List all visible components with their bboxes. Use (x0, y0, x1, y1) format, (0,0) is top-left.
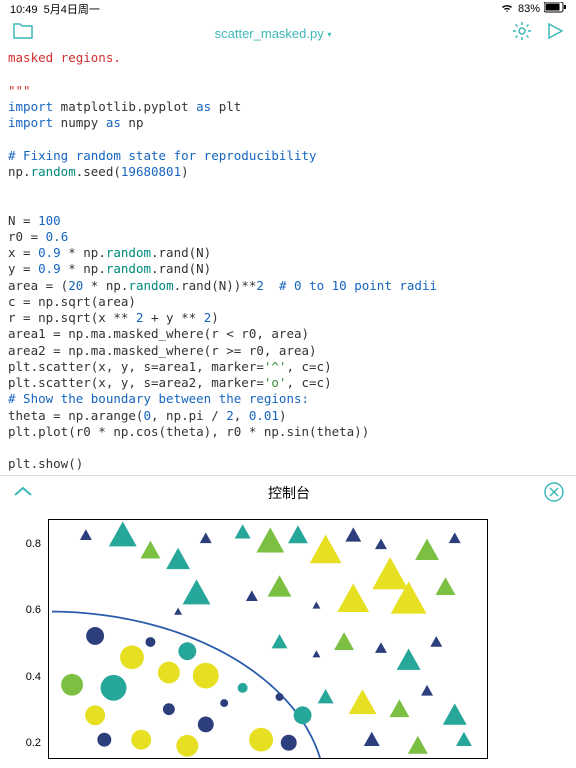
status-time-date: 10:49 5月4日周一 (10, 1, 100, 17)
scatter-plot (49, 520, 487, 758)
chart-frame: 0.8 0.6 0.4 0.2 (48, 519, 488, 759)
console-title: 控制台 (34, 483, 544, 503)
gear-icon[interactable] (512, 21, 532, 46)
toolbar: scatter_masked.py ▾ (0, 18, 576, 48)
battery-label: 83% (518, 3, 540, 15)
status-bar: 10:49 5月4日周一 83% (0, 0, 576, 18)
y-axis: 0.8 0.6 0.4 0.2 (11, 520, 41, 758)
wifi-icon (500, 3, 514, 16)
status-right: 83% (500, 2, 566, 16)
code-editor[interactable]: masked regions. """ import matplotlib.py… (0, 48, 576, 475)
play-icon[interactable] (546, 22, 564, 45)
console-header: 控制台 (0, 475, 576, 511)
filename-label[interactable]: scatter_masked.py ▾ (215, 26, 332, 41)
chevron-down-icon[interactable] (12, 485, 34, 502)
battery-icon (544, 2, 566, 16)
folder-icon[interactable] (12, 22, 34, 45)
chart-output: 0.8 0.6 0.4 0.2 (0, 511, 576, 767)
close-icon[interactable] (544, 482, 564, 505)
